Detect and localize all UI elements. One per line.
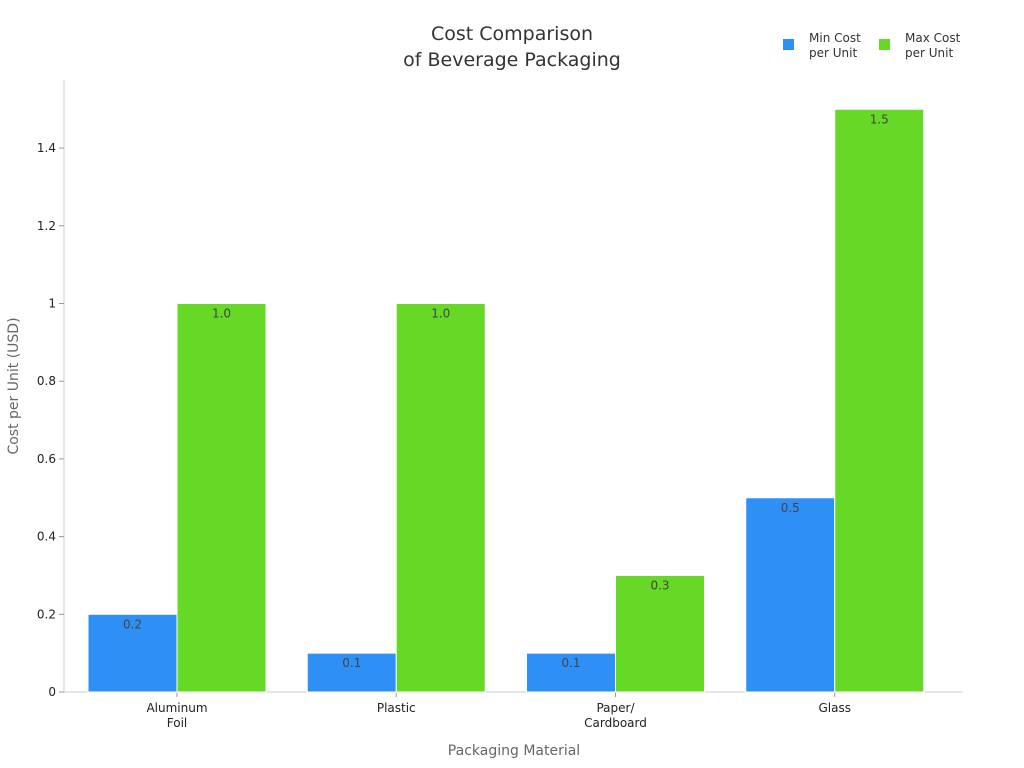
bar-max-0 <box>176 303 267 693</box>
bar-max-3 <box>834 108 925 693</box>
bars <box>87 108 925 693</box>
legend-label: Max Cost <box>905 31 961 45</box>
x-tick-label: Foil <box>167 716 187 730</box>
bar-min-1 <box>306 652 397 693</box>
data-label: 0.1 <box>561 656 580 670</box>
legend-label: per Unit <box>905 46 953 60</box>
chart-title: Cost Comparison of Beverage Packaging <box>403 23 621 71</box>
data-label: 1.0 <box>431 307 450 321</box>
y-tick-label: 1 <box>48 297 56 311</box>
legend-swatch <box>783 39 794 50</box>
x-tick-label: Glass <box>819 701 852 715</box>
y-tick-label: 0.4 <box>37 530 56 544</box>
y-tick-label: 0.6 <box>37 452 56 466</box>
legend-label: per Unit <box>809 46 857 60</box>
x-axis-title: Packaging Material <box>448 743 580 759</box>
y-axis-title: Cost per Unit (USD) <box>6 317 22 454</box>
data-label: 1.0 <box>212 307 231 321</box>
bar-max-2 <box>615 574 705 693</box>
bar-max-1 <box>395 303 486 693</box>
data-label: 0.1 <box>342 656 361 670</box>
data-label: 0.3 <box>650 578 669 592</box>
data-label: 1.5 <box>870 112 889 126</box>
x-tick-label: Paper/ <box>596 701 635 715</box>
x-tick-label: Aluminum <box>146 701 207 715</box>
legend-swatch <box>879 39 890 50</box>
data-labels: 0.2 1.0 0.1 1.0 0.1 0.3 0.5 1.5 <box>123 112 889 670</box>
chart-title-line: Cost Comparison <box>431 23 593 45</box>
y-tick-label: 0 <box>48 685 56 699</box>
y-tick-label: 0.8 <box>37 374 56 388</box>
y-tick-label: 0.2 <box>37 607 56 621</box>
x-tick-label: Cardboard <box>584 716 647 730</box>
y-tick-label: 1.2 <box>37 219 56 233</box>
chart-title-line: of Beverage Packaging <box>403 49 621 71</box>
legend-label: Min Cost <box>809 31 861 45</box>
x-tick-label: Plastic <box>377 701 416 715</box>
bar-min-3 <box>745 497 836 693</box>
data-label: 0.2 <box>123 617 142 631</box>
data-label: 0.5 <box>781 501 800 515</box>
bar-min-0 <box>87 613 178 693</box>
y-tick-label: 1.4 <box>37 141 56 155</box>
